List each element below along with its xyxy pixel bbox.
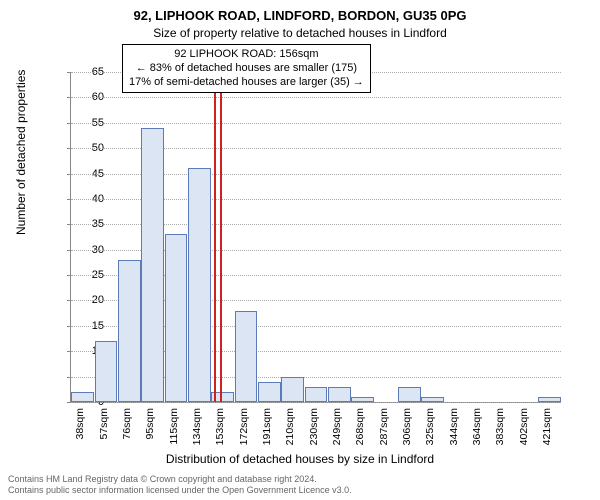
xtick-label: 57sqm bbox=[98, 408, 110, 458]
histogram-bar bbox=[188, 168, 211, 402]
footer-line1: Contains HM Land Registry data © Crown c… bbox=[8, 474, 352, 485]
chart-title: 92, LIPHOOK ROAD, LINDFORD, BORDON, GU35… bbox=[0, 8, 600, 23]
annotation-line3: 17% of semi-detached houses are larger (… bbox=[129, 76, 364, 90]
histogram-bar bbox=[95, 341, 118, 402]
annotation-box: 92 LIPHOOK ROAD: 156sqm ← 83% of detache… bbox=[122, 44, 371, 93]
chart-subtitle: Size of property relative to detached ho… bbox=[0, 26, 600, 40]
xtick-label: 344sqm bbox=[448, 408, 460, 458]
xtick-label: 306sqm bbox=[401, 408, 413, 458]
xtick-label: 191sqm bbox=[261, 408, 273, 458]
histogram-bar bbox=[281, 377, 304, 402]
histogram-bar bbox=[141, 128, 164, 402]
xtick-label: 325sqm bbox=[424, 408, 436, 458]
gridline bbox=[71, 123, 561, 124]
histogram-bar bbox=[71, 392, 94, 402]
xtick-label: 268sqm bbox=[354, 408, 366, 458]
histogram-bar bbox=[351, 397, 374, 402]
footer-line2: Contains public sector information licen… bbox=[8, 485, 352, 496]
histogram-bar bbox=[165, 234, 188, 402]
xtick-label: 383sqm bbox=[494, 408, 506, 458]
reference-line bbox=[214, 72, 216, 402]
histogram-bar bbox=[398, 387, 421, 402]
xtick-label: 38sqm bbox=[74, 408, 86, 458]
histogram-bar bbox=[421, 397, 444, 402]
reference-line bbox=[220, 72, 222, 402]
xtick-label: 76sqm bbox=[121, 408, 133, 458]
xtick-label: 210sqm bbox=[284, 408, 296, 458]
xtick-label: 249sqm bbox=[331, 408, 343, 458]
histogram-bar bbox=[328, 387, 351, 402]
histogram-bar bbox=[258, 382, 281, 402]
xtick-label: 230sqm bbox=[308, 408, 320, 458]
xtick-label: 95sqm bbox=[144, 408, 156, 458]
xtick-label: 134sqm bbox=[191, 408, 203, 458]
annotation-line1: 92 LIPHOOK ROAD: 156sqm bbox=[129, 48, 364, 62]
gridline bbox=[71, 97, 561, 98]
histogram-bar bbox=[235, 311, 258, 402]
xtick-label: 115sqm bbox=[168, 408, 180, 458]
footer-attribution: Contains HM Land Registry data © Crown c… bbox=[8, 474, 352, 496]
xtick-label: 287sqm bbox=[378, 408, 390, 458]
histogram-bar bbox=[118, 260, 141, 402]
xtick-label: 421sqm bbox=[541, 408, 553, 458]
xtick-label: 364sqm bbox=[471, 408, 483, 458]
histogram-chart: 92, LIPHOOK ROAD, LINDFORD, BORDON, GU35… bbox=[0, 0, 600, 500]
plot-area bbox=[70, 72, 561, 403]
histogram-bar bbox=[538, 397, 561, 402]
y-axis-label: Number of detached properties bbox=[14, 70, 28, 235]
annotation-line2: ← 83% of detached houses are smaller (17… bbox=[129, 62, 364, 76]
gridline bbox=[71, 402, 561, 403]
histogram-bar bbox=[305, 387, 328, 402]
xtick-label: 172sqm bbox=[238, 408, 250, 458]
xtick-label: 153sqm bbox=[214, 408, 226, 458]
xtick-label: 402sqm bbox=[518, 408, 530, 458]
x-axis-label: Distribution of detached houses by size … bbox=[0, 452, 600, 466]
